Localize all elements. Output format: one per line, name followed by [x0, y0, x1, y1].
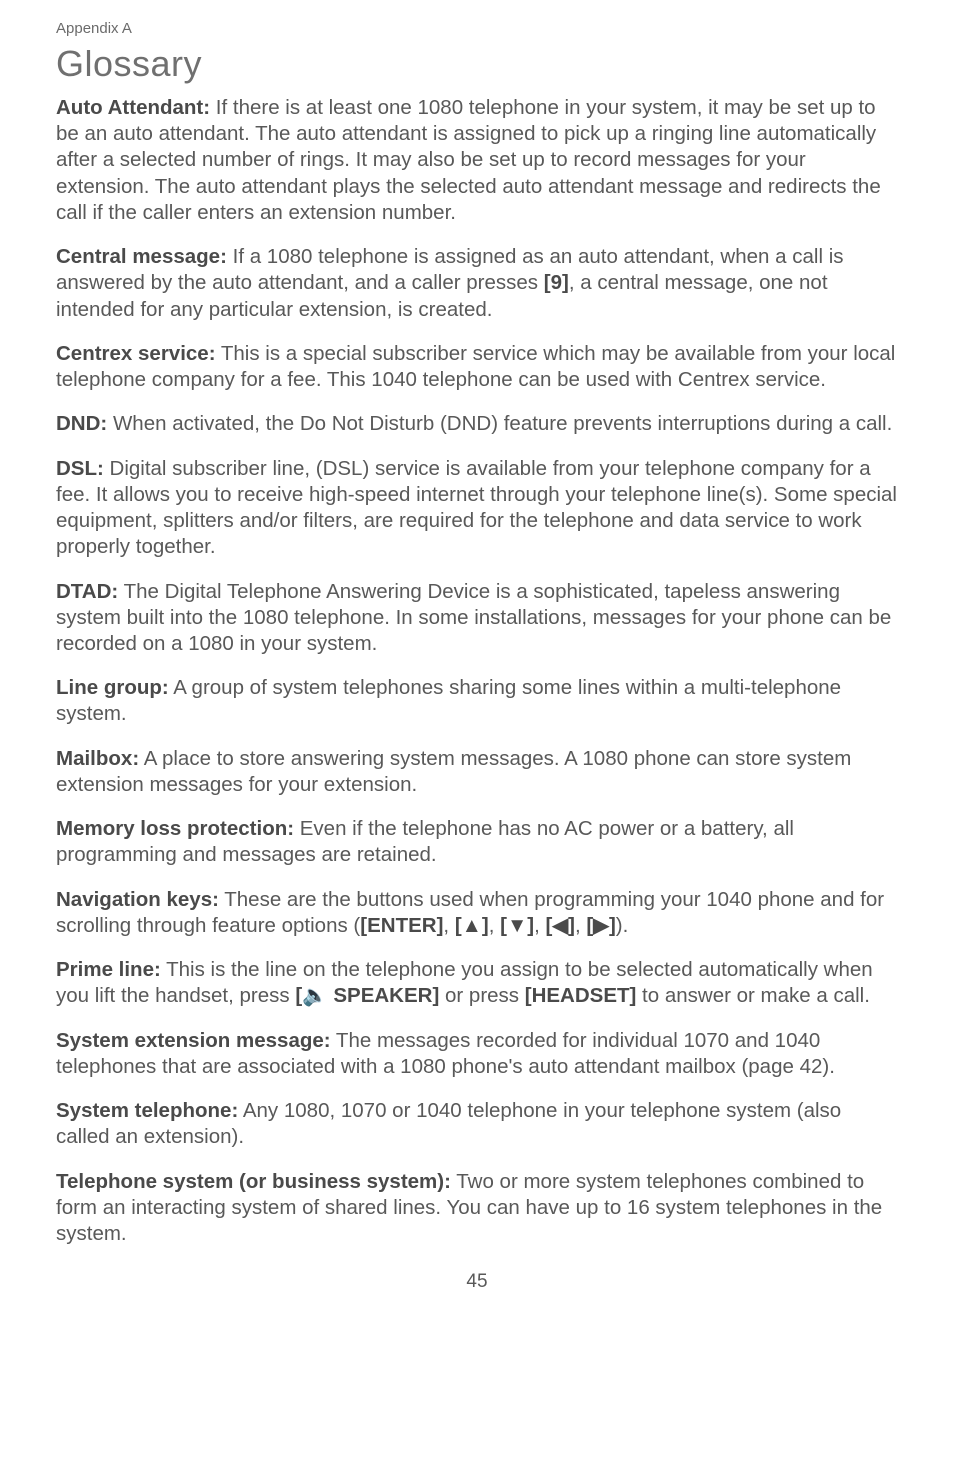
definition: A place to store answering system messag…: [56, 747, 851, 796]
term: Line group:: [56, 676, 169, 699]
key-left-icon: [◀]: [546, 914, 575, 937]
glossary-entry: DND: When activated, the Do Not Disturb …: [56, 411, 898, 437]
glossary-entry: System telephone: Any 1080, 1070 or 1040…: [56, 1098, 898, 1150]
key-up-icon: [▲]: [455, 914, 489, 937]
definition-post: to answer or make a call.: [636, 984, 870, 1007]
sep: ,: [575, 914, 586, 937]
term: DTAD:: [56, 580, 118, 603]
key-right-icon: [▶]: [586, 914, 615, 937]
page-title: Glossary: [56, 43, 898, 85]
key-down-icon: [▼]: [500, 914, 534, 937]
definition: A group of system telephones sharing som…: [56, 676, 841, 725]
key-headset: [HEADSET]: [525, 984, 637, 1007]
sep: ,: [534, 914, 545, 937]
glossary-entry: Auto Attendant: If there is at least one…: [56, 95, 898, 226]
term: System telephone:: [56, 1099, 238, 1122]
term: DSL:: [56, 457, 104, 480]
term: Mailbox:: [56, 747, 139, 770]
glossary-entry: Prime line: This is the line on the tele…: [56, 957, 898, 1009]
glossary-entry: Telephone system (or business system): T…: [56, 1169, 898, 1248]
definition: Digital subscriber line, (DSL) service i…: [56, 457, 897, 559]
term: Auto Attendant:: [56, 96, 210, 119]
mid: or press: [439, 984, 524, 1007]
term: Prime line:: [56, 958, 161, 981]
sep: ,: [489, 914, 500, 937]
term: Centrex service:: [56, 342, 216, 365]
glossary-entry: Mailbox: A place to store answering syst…: [56, 746, 898, 798]
glossary-entry: DSL: Digital subscriber line, (DSL) serv…: [56, 456, 898, 561]
glossary-entry: System extension message: The messages r…: [56, 1028, 898, 1080]
glossary-entry: Memory loss protection: Even if the tele…: [56, 816, 898, 868]
key-enter: [ENTER]: [360, 914, 443, 937]
glossary-entry: Central message: If a 1080 telephone is …: [56, 244, 898, 323]
definition: When activated, the Do Not Disturb (DND)…: [107, 412, 892, 435]
definition: The Digital Telephone Answering Device i…: [56, 580, 891, 655]
term: DND:: [56, 412, 107, 435]
glossary-entry: Line group: A group of system telephones…: [56, 675, 898, 727]
key-9: [9]: [544, 271, 569, 294]
term: Central message:: [56, 245, 227, 268]
key-speaker: [🔈 SPEAKER]: [295, 984, 439, 1007]
glossary-entry: DTAD: The Digital Telephone Answering De…: [56, 579, 898, 658]
sep: ,: [443, 914, 454, 937]
page-number: 45: [56, 1271, 898, 1293]
definition-post: ).: [616, 914, 629, 937]
appendix-label: Appendix A: [56, 20, 898, 37]
term: Navigation keys:: [56, 888, 219, 911]
term: Memory loss protection:: [56, 817, 294, 840]
glossary-entry: Navigation keys: These are the buttons u…: [56, 887, 898, 939]
term: Telephone system (or business system):: [56, 1170, 451, 1193]
term: System extension message:: [56, 1029, 331, 1052]
page: Appendix A Glossary Auto Attendant: If t…: [0, 0, 954, 1472]
glossary-entry: Centrex service: This is a special subsc…: [56, 341, 898, 393]
